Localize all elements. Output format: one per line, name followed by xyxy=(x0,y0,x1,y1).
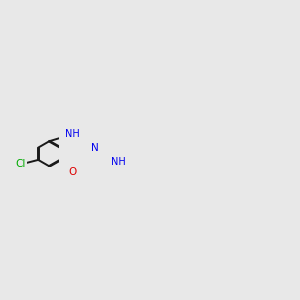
Text: NH: NH xyxy=(111,157,125,167)
Text: NH: NH xyxy=(65,129,80,140)
Text: N: N xyxy=(91,143,99,153)
Text: Cl: Cl xyxy=(16,159,26,169)
Text: O: O xyxy=(69,167,77,177)
